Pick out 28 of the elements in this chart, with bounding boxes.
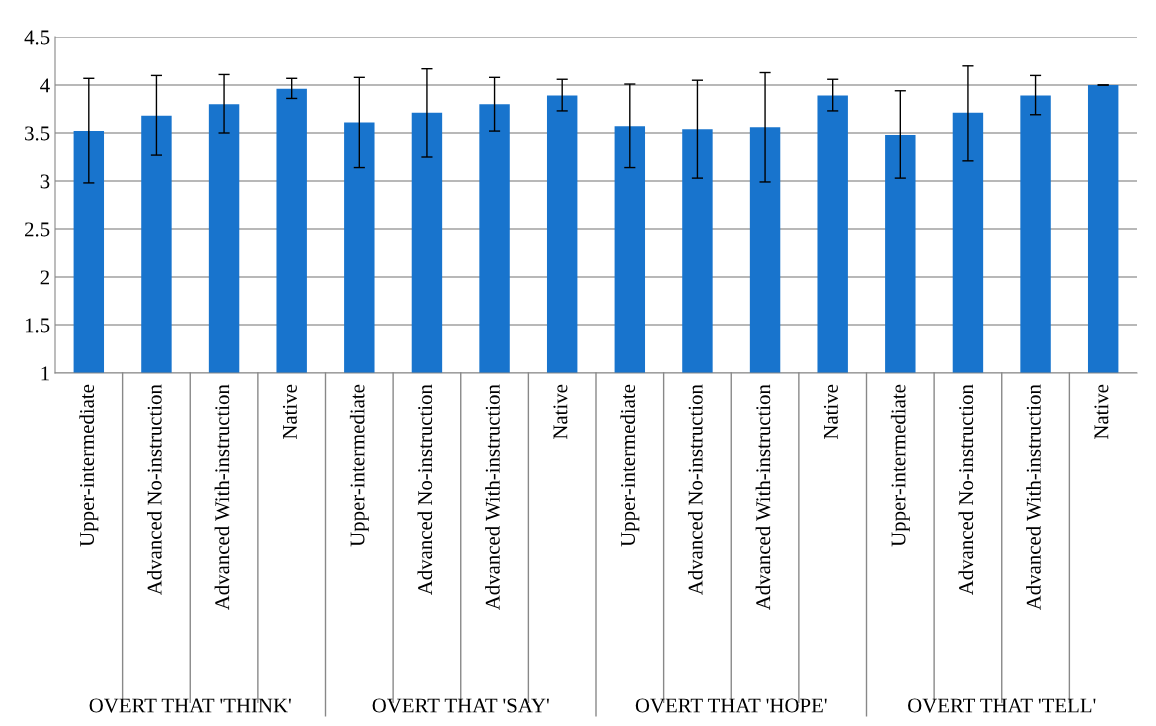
x-tick-label: Advanced No-instruction [146,384,162,596]
y-tick-label: 3 [40,174,50,189]
y-tick-label: 4.5 [24,30,50,45]
x-tick-label: Advanced With-instruction [755,384,771,611]
x-tick-label: Native [823,384,838,440]
y-tick-label: 2.5 [25,222,50,237]
x-tick-label: Advanced No-instruction [958,384,974,596]
text: OVERT THAT 'TELL' [908,698,1096,713]
text: OVERT THAT 'HOPE' [635,698,827,713]
x-tick-label: Advanced With-instruction [1026,384,1041,611]
y-tick-label: 3.5 [25,126,50,141]
x-tick-label: Advanced No-instruction [417,384,433,596]
y-tick-label: 1.5 [25,318,50,333]
y-tick-label: 1 [41,366,49,381]
x-tick-label: Advanced No-instruction [687,384,703,596]
x-tick-label: Native [282,384,297,440]
x-tick-label: Native [1094,384,1109,440]
text: OVERT THAT 'THINK' [89,698,291,713]
text: OVERT THAT 'SAY' [372,698,549,713]
y-tick-label: 2 [40,270,49,285]
y-tick-label: 4 [40,78,50,93]
x-tick-label: Native [553,384,568,440]
x-tick-label: Upper-intermediate [620,384,640,547]
x-tick-label: Upper-intermediate [349,384,369,547]
x-tick-label: Upper-intermediate [79,384,99,547]
x-tick-label: Upper-intermediate [890,384,910,547]
x-tick-label: Advanced With-instruction [214,384,230,611]
x-tick-label: Advanced With-instruction [485,384,500,611]
